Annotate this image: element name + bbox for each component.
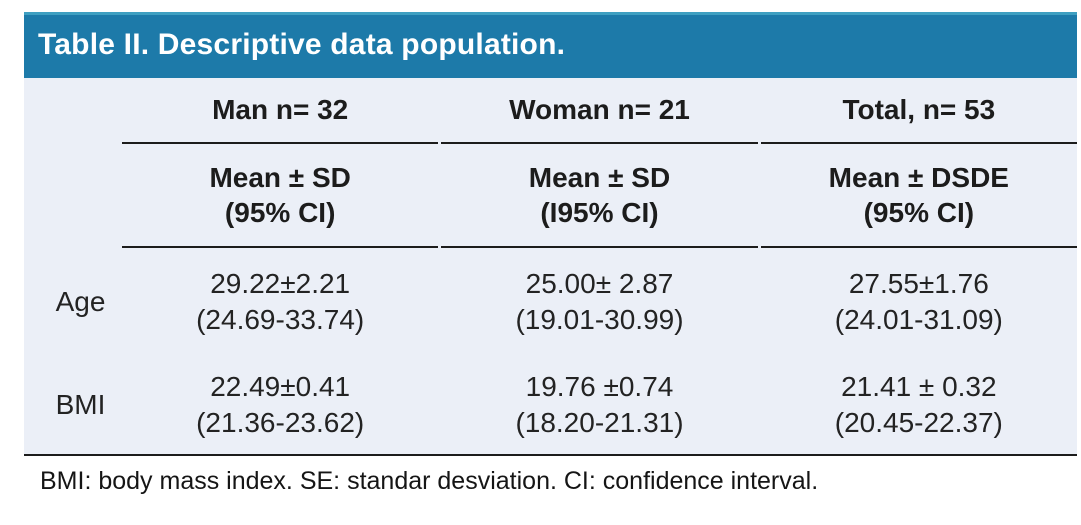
bmi-man-cell: 22.49±0.41 (21.36-23.62) <box>122 356 438 454</box>
table-title: Table II. Descriptive data population. <box>38 28 566 61</box>
age-woman-ci: (19.01-30.99) <box>515 304 684 335</box>
subheader-woman: Mean ± SD (I95% CI) <box>441 144 758 248</box>
age-total-mean-sd: 27.55±1.76 <box>848 268 989 299</box>
age-man-cell: 29.22±2.21 (24.69-33.74) <box>122 248 438 356</box>
bmi-woman-ci: (18.20-21.31) <box>515 407 684 438</box>
age-total-cell: 27.55±1.76 (24.01-31.09) <box>761 248 1077 356</box>
bmi-total-cell: 21.41 ± 0.32 (20.45-22.37) <box>761 356 1077 454</box>
bmi-total-mean-sd: 21.41 ± 0.32 <box>841 371 997 402</box>
subheader-spacer-cell <box>24 144 119 248</box>
table-footnote: BMI: body mass index. SE: standar desvia… <box>40 467 819 495</box>
table-body: Man n= 32 Woman n= 21 Total, n= 53 Mean … <box>24 78 1077 456</box>
age-woman-cell: 25.00± 2.87 (19.01-30.99) <box>441 248 757 356</box>
bmi-woman-mean-sd: 19.76 ±0.74 <box>525 371 674 402</box>
row-label-age: Age <box>55 286 106 317</box>
table-row-age: Age 29.22±2.21 (24.69-33.74) 25.00± 2.87… <box>24 248 1077 356</box>
column-header-woman: Woman n= 21 <box>441 78 758 144</box>
bmi-man-ci: (21.36-23.62) <box>196 407 365 438</box>
subheader-woman-line1: Mean ± SD <box>528 162 671 193</box>
age-man-ci: (24.69-33.74) <box>196 304 365 335</box>
subheader-row: Mean ± SD (95% CI) Mean ± SD (I95% CI) M… <box>24 144 1077 248</box>
subheader-man-line2: (95% CI) <box>224 197 336 228</box>
subheader-man-line1: Mean ± SD <box>209 162 351 193</box>
column-header-man: Man n= 32 <box>122 78 439 144</box>
age-man-mean-sd: 29.22±2.21 <box>210 268 351 299</box>
subheader-total-line2: (95% CI) <box>863 197 975 228</box>
bmi-total-ci: (20.45-22.37) <box>834 407 1003 438</box>
table-container: Table II. Descriptive data population. M… <box>24 12 1077 496</box>
table-row-bmi: BMI 22.49±0.41 (21.36-23.62) 19.76 ±0.74… <box>24 356 1077 454</box>
subheader-woman-line2: (I95% CI) <box>540 197 659 228</box>
subheader-man: Mean ± SD (95% CI) <box>122 144 439 248</box>
row-label-bmi: BMI <box>55 389 106 420</box>
bmi-man-mean-sd: 22.49±0.41 <box>210 371 351 402</box>
subheader-total-line1: Mean ± DSDE <box>828 162 1009 193</box>
group-header-row: Man n= 32 Woman n= 21 Total, n= 53 <box>24 78 1077 144</box>
subheader-total: Mean ± DSDE (95% CI) <box>760 144 1077 248</box>
bmi-woman-cell: 19.76 ±0.74 (18.20-21.31) <box>441 356 757 454</box>
column-header-total: Total, n= 53 <box>760 78 1077 144</box>
table-title-bar: Table II. Descriptive data population. <box>24 12 1077 78</box>
age-woman-mean-sd: 25.00± 2.87 <box>525 268 674 299</box>
age-total-ci: (24.01-31.09) <box>834 304 1003 335</box>
corner-spacer-cell <box>24 78 119 144</box>
